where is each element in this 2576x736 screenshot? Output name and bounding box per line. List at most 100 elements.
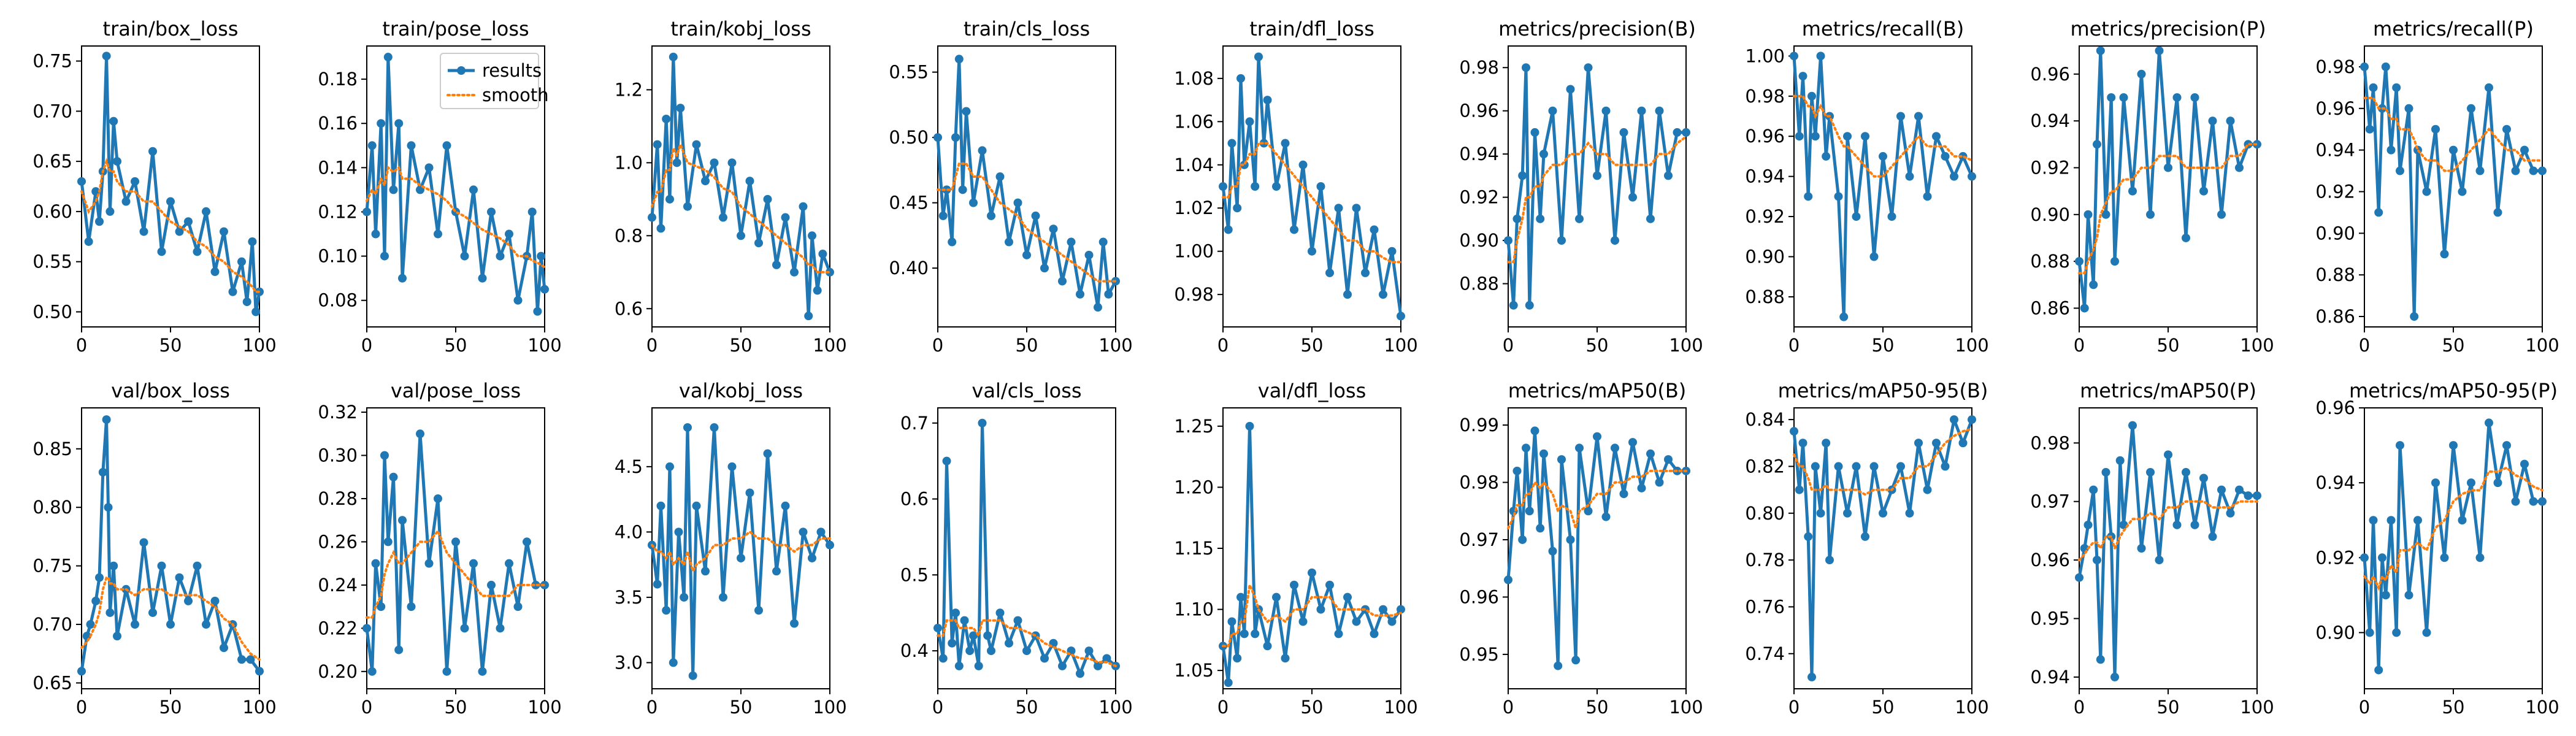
results-point [1795, 485, 1804, 494]
results-point [371, 559, 380, 568]
results-point [942, 456, 951, 466]
results-point [1076, 669, 1084, 678]
results-point [1325, 268, 1334, 277]
results-point [1272, 182, 1281, 191]
results-point [1646, 449, 1655, 458]
y-tick-label: 0.18 [318, 69, 358, 90]
results-point [1548, 546, 1557, 556]
results-point [719, 592, 727, 602]
y-tick-label: 1.06 [1174, 111, 1214, 132]
results-point [790, 267, 799, 277]
chart-title: train/cls_loss [964, 17, 1090, 40]
results-point [537, 251, 546, 261]
results-point [2155, 556, 2164, 565]
legend-label-smooth: smooth [482, 85, 549, 105]
y-tick-label: 0.96 [1459, 101, 1499, 121]
results-point [210, 267, 220, 277]
results-point [407, 602, 416, 611]
results-point [1518, 535, 1527, 544]
results-point [460, 624, 469, 633]
chart-metrics-precision-p: metrics/precision(P) 0 50 100 0.86 0.88 0.90 0.… [2030, 17, 2274, 356]
results-point [2190, 520, 2199, 529]
results-point [1224, 225, 1233, 234]
results-point [95, 573, 104, 582]
legend: results smooth [440, 53, 549, 109]
x-tick-label: 0 [2074, 335, 2085, 356]
results-point [965, 646, 975, 656]
y-tick-label: 0.50 [33, 301, 72, 322]
y-tick-label: 0.65 [33, 672, 72, 693]
results-point [1094, 303, 1102, 312]
y-tick-label: 0.90 [2315, 622, 2355, 643]
chart-val-cls-loss: val/cls_loss 0 50 100 0.4 0.5 0.6 0.7 [900, 379, 1133, 718]
results-point [674, 527, 683, 537]
results-point [424, 559, 434, 568]
results-point [1522, 63, 1530, 72]
y-tick-label: 0.94 [2030, 667, 2070, 688]
results-point [1102, 654, 1111, 663]
results-point [505, 559, 513, 568]
results-point [1822, 151, 1831, 161]
results-point [1914, 439, 1923, 448]
results-point [496, 251, 505, 261]
y-tick-label: 0.94 [1745, 166, 1785, 187]
y-tick-label: 0.76 [1745, 596, 1785, 617]
results-point [98, 467, 107, 477]
chart-title: train/pose_loss [382, 17, 529, 40]
y-tick-label: 1.00 [1174, 241, 1214, 262]
y-tick-label: 0.8 [615, 225, 643, 246]
results-point [2244, 491, 2253, 500]
results-point [1637, 483, 1646, 493]
chart-title: metrics/mAP50-95(P) [2349, 379, 2558, 402]
results-point [2110, 672, 2119, 681]
x-tick-label: 0 [646, 335, 657, 356]
results-point [1379, 605, 1387, 614]
results-point [478, 274, 487, 283]
results-point [1530, 128, 1539, 137]
results-point [948, 237, 957, 247]
results-point [175, 227, 184, 236]
y-tick-label: 4.0 [615, 521, 643, 542]
series-results-line [2077, 49, 2257, 310]
results-point [487, 580, 496, 589]
results-point [958, 185, 967, 194]
series-results-line [936, 421, 1117, 675]
chart-title: metrics/mAP50(B) [1508, 379, 1687, 402]
results-point [2493, 478, 2502, 488]
results-point [102, 52, 111, 61]
chart-metrics-map50-b: metrics/mAP50(B) 0 50 100 0.95 0.96 0.97 0.98 0.… [1459, 379, 1703, 718]
results-point [1512, 214, 1522, 223]
y-tick-label: 0.94 [2315, 140, 2355, 161]
series-results-line [1792, 54, 1974, 319]
y-tick-label: 0.26 [318, 531, 358, 552]
results-point [1224, 678, 1233, 688]
chart-val-kobj-loss: val/kobj_loss 0 50 100 3.0 3.5 4.0 4.5 [615, 379, 847, 718]
results-point [1290, 225, 1298, 234]
results-point [2449, 145, 2458, 155]
plot-frame [651, 45, 830, 328]
results-point [826, 540, 834, 550]
x-tick-label: 0 [932, 697, 943, 718]
results-point [1834, 462, 1843, 471]
results-point [1387, 617, 1397, 626]
series-smooth-line [1507, 135, 1687, 264]
results-point [653, 580, 662, 589]
results-point [131, 177, 139, 186]
x-tick-label: 0 [361, 697, 372, 718]
results-point [2369, 516, 2378, 525]
results-point [251, 307, 261, 316]
results-point [1887, 212, 1896, 221]
results-point [451, 537, 460, 546]
results-point [2182, 233, 2190, 242]
results-point [653, 140, 662, 149]
results-point [109, 561, 118, 570]
y-tick-label: 0.80 [1745, 503, 1785, 524]
y-tick-label: 0.92 [2315, 547, 2355, 568]
series-smooth-line [2363, 96, 2543, 172]
y-tick-label: 0.90 [1745, 247, 1785, 267]
results-point [1227, 139, 1236, 148]
chart-title: metrics/recall(B) [1802, 17, 1965, 40]
y-tick-label: 0.98 [1459, 57, 1499, 78]
series-results-line [1221, 424, 1403, 684]
y-tick-label: 3.5 [615, 587, 643, 608]
